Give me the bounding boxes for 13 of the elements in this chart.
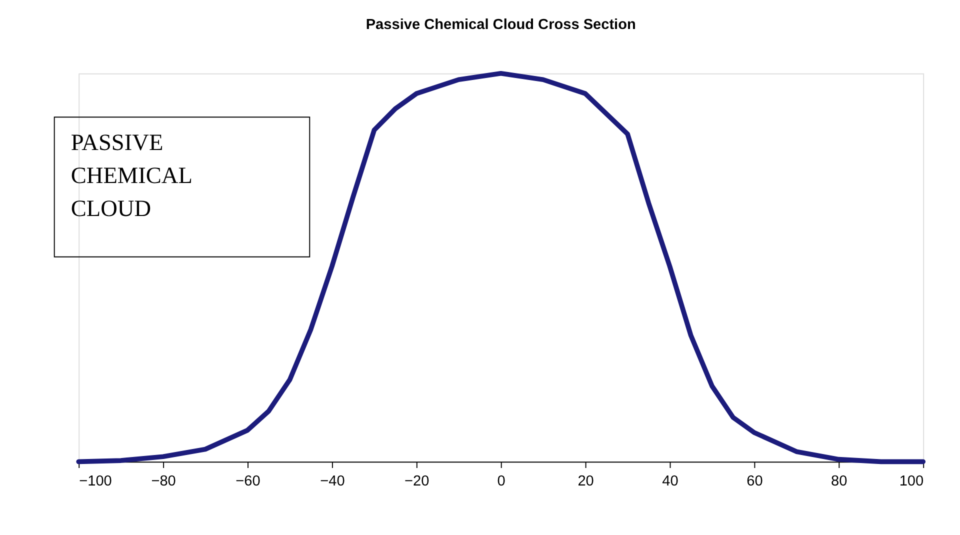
chart-title: Passive Chemical Cloud Cross Section (366, 17, 636, 34)
x-tick-label: −100 (79, 473, 112, 490)
x-tick-label: 0 (497, 473, 506, 490)
x-tick-label: −80 (151, 473, 176, 490)
x-tick-label: 60 (746, 473, 763, 490)
x-tick-label: −60 (236, 473, 260, 490)
x-tick-label: −20 (404, 473, 430, 490)
x-tick-label: 80 (831, 473, 848, 490)
x-tick-label: 40 (662, 473, 678, 490)
annotation: PASSIVE CHEMICAL CLOUD (70, 130, 192, 222)
x-tick-label: 20 (578, 473, 594, 490)
x-tick-label: −40 (320, 473, 345, 490)
x-tick-label: 100 (899, 473, 924, 490)
